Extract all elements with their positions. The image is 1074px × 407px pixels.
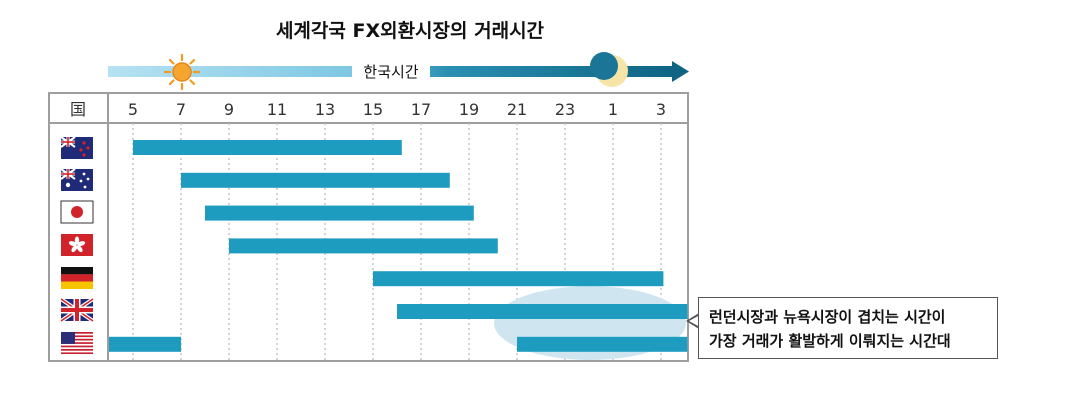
moon-icon [590,52,628,87]
sun-icon [163,53,201,91]
x-tick-label: 17 [411,100,431,119]
callout-line-2: 가장 거래가 활발하게 이뤄지는 시간대 [709,332,951,350]
table-frame [48,92,689,362]
x-tick-label: 23 [555,100,575,119]
germany-flag-icon [61,267,93,289]
x-tick-label: 9 [224,100,234,119]
session-bar-united-kingdom [397,304,688,319]
x-tick-label: 1 [608,100,618,119]
callout-line-1: 런던시장과 뉴욕시장이 겹치는 시간이 [709,308,946,326]
new-zealand-flag-icon [60,136,93,159]
time-arrow: 한국시간 [108,61,689,82]
flags [59,136,95,354]
japan-flag-icon [60,200,94,224]
x-tick-label: 7 [176,100,186,119]
session-bar-germany [373,271,664,287]
session-bar-hong-kong [229,238,498,254]
time-arrow-label: 한국시간 [363,63,418,81]
session-bars [109,140,688,352]
overlap-callout: 런던시장과 뉴욕시장이 겹치는 시간이 가장 거래가 활발하게 이뤄지는 시간대 [698,297,998,359]
x-tick-label: 15 [363,100,383,119]
x-tick-label: 13 [315,100,335,119]
australia-flag-icon [60,168,93,191]
session-bar-australia [181,172,450,188]
x-tick-label: 3 [656,100,666,119]
x-tick-label: 19 [459,100,479,119]
session-bar-united-states [109,336,181,352]
country-column-header: 国 [70,100,86,119]
x-tick-label: 5 [128,100,138,119]
callout-tail-inner [689,315,700,327]
united-kingdom-flag-icon [59,297,95,323]
chart-title: 세계각국 FX외환시장의 거래시간 [276,20,545,42]
hong-kong-flag-icon [61,234,93,256]
x-tick-label: 11 [267,100,287,119]
session-bar-new-zealand [133,140,402,155]
x-tick-label: 21 [507,100,527,119]
session-bar-united-states [517,336,688,352]
x-axis-ticks: 5 7 9 11 13 15 17 19 21 23 1 3 [128,100,666,119]
united-states-flag-icon [61,332,93,354]
session-bar-japan [205,205,474,221]
